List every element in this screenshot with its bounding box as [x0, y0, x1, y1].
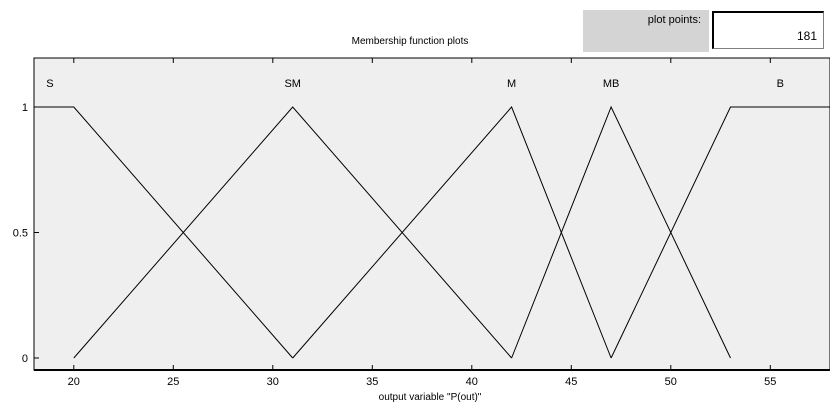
plot-points-label: plot points:	[647, 14, 701, 26]
plot-points-panel: plot points:	[583, 10, 709, 52]
mf-line-b	[610, 106, 830, 359]
mf-label-mb: MB	[603, 78, 620, 90]
mf-line-s	[34, 106, 294, 359]
y-tick-label: 0	[22, 353, 28, 365]
mf-label-m: M	[507, 78, 516, 90]
x-tick-label: 35	[366, 376, 378, 388]
x-tick-label: 50	[665, 376, 677, 388]
x-axis-label: output variable "P(out)"	[378, 392, 482, 403]
plot-points-input[interactable]	[712, 11, 824, 49]
mf-label-b: B	[777, 78, 784, 90]
mf-line-sm	[73, 106, 512, 359]
plot-title: Membership function plots	[351, 36, 469, 47]
x-tick-label: 20	[68, 376, 80, 388]
x-tick-label: 40	[466, 376, 478, 388]
mf-lines	[34, 105, 830, 359]
y-tick-label: 0.5	[13, 228, 28, 240]
x-tick-label: 30	[267, 376, 279, 388]
x-tick-label: 25	[167, 376, 179, 388]
mf-line-mb	[511, 105, 731, 359]
y-tick-label: 1	[22, 102, 28, 114]
mf-label-s: S	[46, 78, 53, 90]
ticks-layer: 20 25 30 35 40 45 50 55 0 0.5 1	[13, 58, 830, 388]
mf-labels: S SM M MB B	[46, 78, 784, 90]
x-tick-label: 45	[565, 376, 577, 388]
x-tick-label: 55	[764, 376, 776, 388]
plot-area	[33, 57, 830, 371]
mf-line-m	[292, 106, 612, 359]
mf-label-sm: SM	[284, 78, 301, 90]
